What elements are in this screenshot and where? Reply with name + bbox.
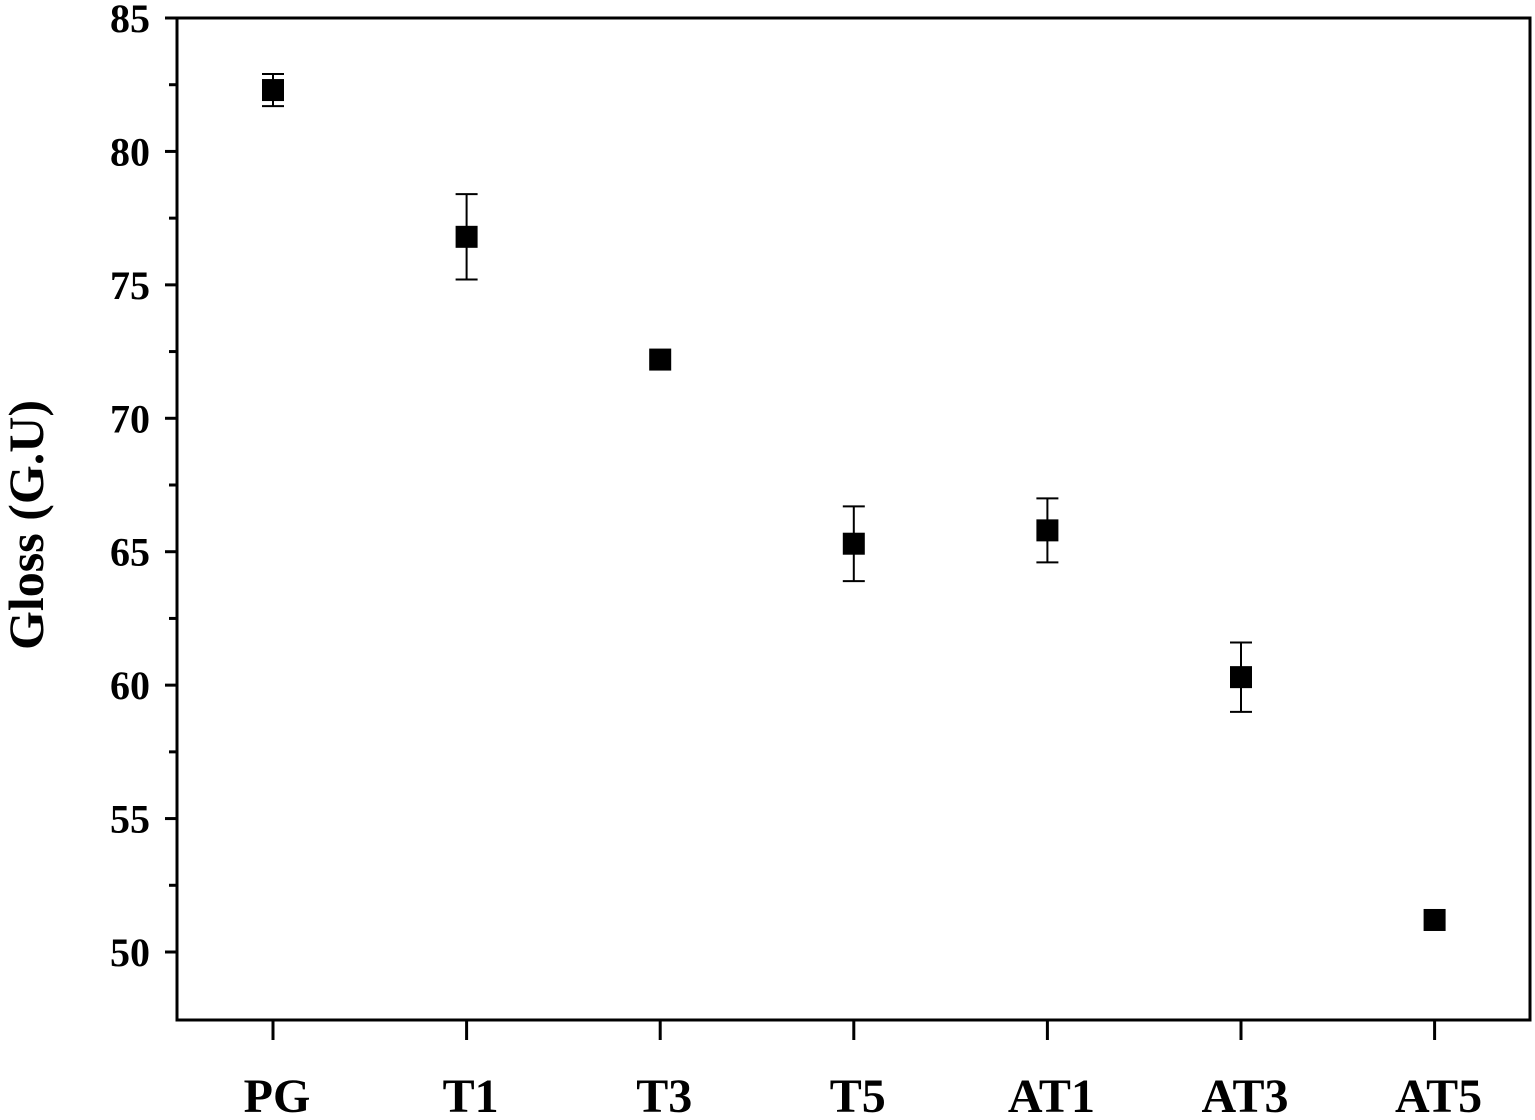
x-tick-label: AT1 xyxy=(1008,1070,1095,1120)
x-tick-label: AT3 xyxy=(1201,1070,1288,1120)
y-tick-label: 85 xyxy=(110,0,150,41)
data-point xyxy=(1423,908,1446,931)
y-axis-ticks: 50 55 60 65 70 75 80 85 xyxy=(110,0,177,975)
x-tick-label: T1 xyxy=(443,1070,499,1120)
y-tick-label: 70 xyxy=(110,396,150,441)
data-point xyxy=(1230,666,1252,689)
y-tick-label: 75 xyxy=(110,263,150,308)
data-point xyxy=(649,348,672,371)
x-tick-label: T5 xyxy=(830,1070,886,1120)
y-axis-title: Gloss (G.U) xyxy=(0,400,54,650)
data-markers xyxy=(262,73,1446,931)
data-point xyxy=(455,225,478,248)
x-axis-ticks: PG T1 T3 T5 AT1 AT3 AT5 xyxy=(244,1020,1482,1120)
data-point xyxy=(842,532,865,555)
x-tick-label: PG xyxy=(244,1070,311,1120)
y-tick-label: 60 xyxy=(110,663,150,708)
x-tick-label: T3 xyxy=(636,1070,692,1120)
x-tick-label: AT5 xyxy=(1395,1070,1482,1120)
data-point xyxy=(1036,519,1059,542)
y-tick-label: 55 xyxy=(110,797,150,842)
y-tick-label: 80 xyxy=(110,129,150,174)
y-tick-label: 50 xyxy=(110,930,150,975)
data-point xyxy=(262,79,284,102)
y-tick-label: 65 xyxy=(110,530,150,575)
